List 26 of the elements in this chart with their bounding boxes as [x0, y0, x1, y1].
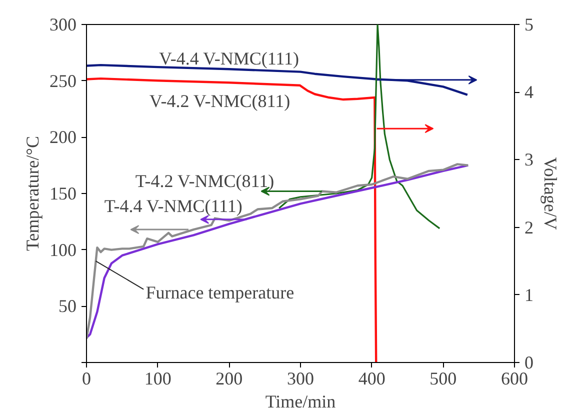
y2-tick-label: 4: [524, 82, 534, 102]
x-tick-label: 100: [144, 368, 172, 388]
y2-axis-title: Voltage/V: [540, 157, 560, 230]
y-tick-label: 50: [58, 296, 76, 316]
x-tick-label: 200: [216, 368, 243, 388]
y2-tick-label: 3: [524, 150, 534, 170]
line-series: [86, 77, 378, 362]
y2-tick-label: 2: [524, 217, 534, 238]
x-tick-label: 400: [358, 368, 386, 388]
y-axis-title: Temperature/°C: [22, 136, 42, 251]
series-label: T-4.2 V-NMC(811): [135, 171, 274, 192]
x-axis-title: Time/min: [265, 392, 336, 412]
y-tick-label: 150: [50, 184, 76, 204]
y2-tick-label: 5: [524, 14, 534, 34]
text: Furnace temperature: [146, 282, 294, 303]
y-tick-label: 250: [50, 70, 76, 91]
y-tick-label: 100: [50, 240, 76, 260]
x-tick-label: 500: [430, 368, 457, 388]
y-tick-label: 300: [50, 14, 76, 34]
series-label: V-4.4 V-NMC(111): [158, 48, 300, 68]
series-label: V-4.2 V-NMC(811): [149, 91, 290, 112]
x-tick-label: 300: [287, 368, 314, 388]
series-label: T-4.4 V-NMC(111): [104, 196, 242, 216]
x-tick-label: 0: [82, 368, 91, 388]
y2-tick-label: 1: [524, 284, 534, 305]
y-tick-label: 200: [50, 127, 76, 148]
